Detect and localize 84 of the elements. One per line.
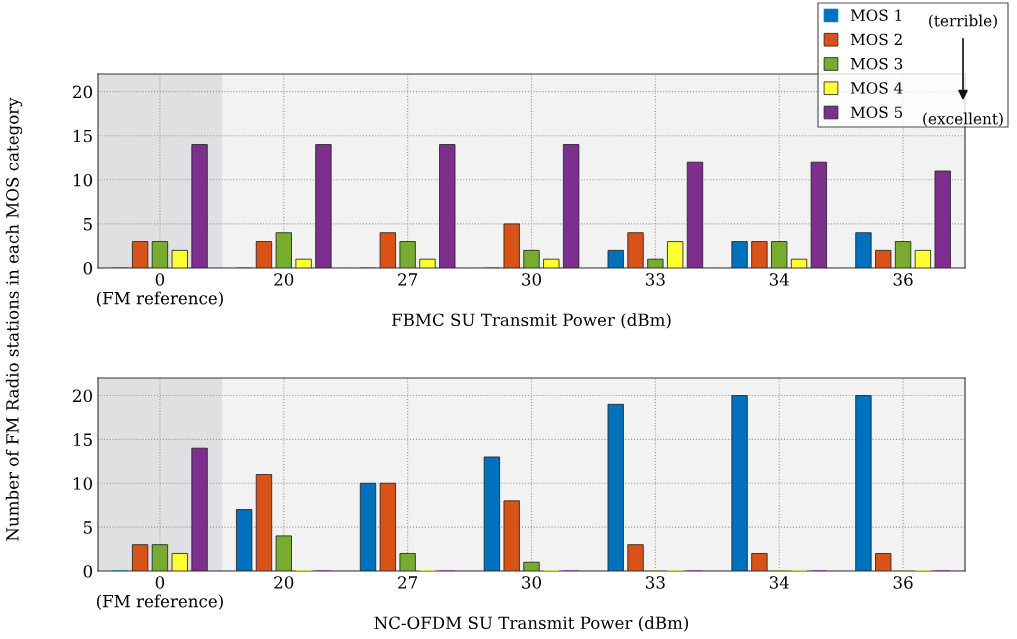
- bar: [399, 241, 416, 268]
- y-axis-title: Number of FM Radio stations in each MOS category: [5, 97, 23, 541]
- y-tick-label: 10: [73, 477, 93, 490]
- bar: [647, 258, 664, 268]
- y-tick-label: 5: [83, 218, 92, 231]
- bar: [607, 403, 624, 571]
- y-tick-label: 20: [73, 389, 93, 403]
- bar: [855, 232, 872, 268]
- x-axis-title: FBMC SU Transmit Power (dBm): [392, 313, 671, 329]
- bar: [875, 249, 892, 268]
- bar: [731, 395, 748, 571]
- bar: [914, 249, 932, 268]
- x-tick-label: 34: [769, 273, 789, 286]
- bar: [315, 144, 332, 268]
- bar: [419, 258, 436, 268]
- y-tick-label: 15: [73, 129, 92, 143]
- x-tick-label: 27: [398, 576, 418, 589]
- bar: [131, 544, 149, 571]
- legend-label: MOS 1: [850, 9, 902, 21]
- bar: [523, 249, 540, 268]
- legend-label: MOS 2: [850, 33, 902, 46]
- y-tick-label: 10: [73, 173, 93, 187]
- x-tick-label: 0 (FM reference): [96, 273, 223, 307]
- x-tick-label: 34: [769, 576, 789, 589]
- bar: [607, 249, 624, 268]
- y-tick-label: 5: [83, 521, 92, 534]
- bar: [275, 232, 292, 268]
- bar: [562, 144, 580, 268]
- annotation: (excellent): [923, 112, 1003, 127]
- bar: [810, 161, 827, 268]
- bar: [439, 144, 456, 268]
- x-tick-label: 0 (FM reference): [96, 576, 223, 610]
- bar: [790, 258, 808, 268]
- bar: [131, 241, 149, 268]
- bar: [379, 232, 396, 268]
- x-axis-title: NC-OFDM SU Transmit Power (dBm): [374, 616, 689, 632]
- y-tick-label: 0: [83, 564, 93, 578]
- bar: [875, 553, 892, 571]
- bar: [503, 500, 520, 571]
- x-tick-label: 20: [274, 273, 294, 286]
- bar: [171, 249, 188, 268]
- y-tick-label: 0: [83, 261, 93, 275]
- text: (terrible): [929, 14, 997, 29]
- bar: [483, 456, 501, 571]
- bar: [894, 241, 912, 268]
- bar: [255, 474, 273, 571]
- bar: [191, 144, 208, 268]
- bar: [379, 482, 396, 571]
- bar: [255, 241, 273, 268]
- bar: [503, 223, 520, 268]
- y-tick-label: 15: [73, 433, 92, 446]
- bar: [275, 535, 292, 571]
- y-tick-label: 20: [73, 85, 93, 99]
- bar: [627, 232, 644, 268]
- bar: [771, 241, 788, 268]
- x-tick-label: 36: [893, 576, 913, 589]
- x-tick-label: 20: [274, 576, 294, 589]
- bar: [934, 170, 951, 268]
- bar: [751, 553, 768, 571]
- bar: [751, 241, 768, 268]
- legend-label: MOS 3: [850, 57, 903, 70]
- bar: [151, 544, 169, 571]
- bar: [855, 395, 872, 571]
- legend-label: MOS 5: [850, 106, 903, 118]
- bar: [399, 553, 416, 571]
- bar: [191, 447, 208, 571]
- bar: [236, 509, 253, 571]
- bar: [523, 561, 540, 571]
- x-tick-label: 33: [646, 273, 665, 286]
- x-tick-label: 30: [522, 273, 541, 286]
- bar: [627, 544, 644, 571]
- bar: [151, 241, 169, 268]
- bar: [171, 553, 188, 571]
- x-tick-label: 30: [522, 576, 541, 589]
- bar: [686, 161, 704, 268]
- bar: [543, 258, 560, 268]
- bar: [667, 241, 684, 268]
- x-tick-label: 33: [646, 576, 665, 589]
- x-tick-label: 36: [893, 273, 913, 286]
- bar: [731, 241, 748, 268]
- bar: [295, 258, 312, 268]
- bar: [359, 482, 377, 571]
- legend-label: MOS 4: [850, 82, 903, 94]
- x-tick-label: 27: [398, 273, 418, 286]
